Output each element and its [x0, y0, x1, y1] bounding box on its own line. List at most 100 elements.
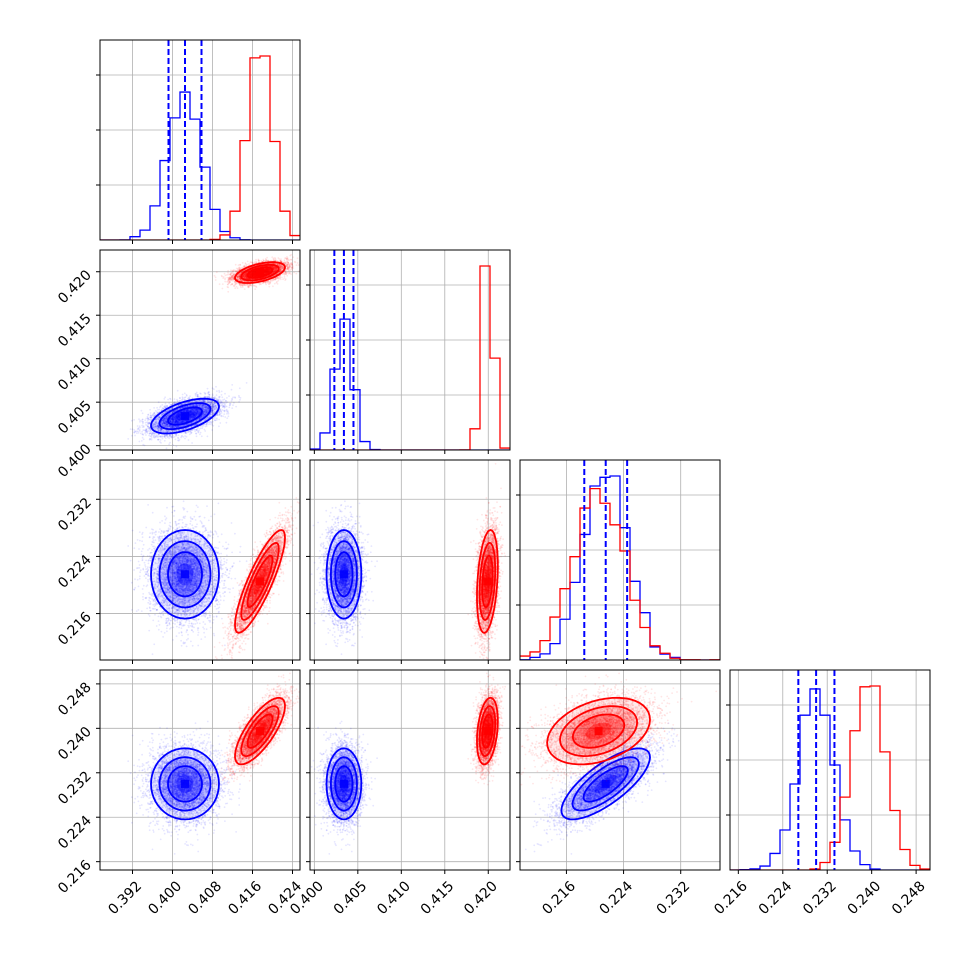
scatter-point	[176, 446, 178, 448]
scatter-point	[153, 407, 155, 409]
scatter-point	[181, 399, 183, 401]
scatter-point	[224, 393, 226, 395]
scatter-point	[221, 391, 223, 393]
scatter-point	[218, 425, 220, 427]
scatter-point	[149, 409, 151, 411]
scatter-point	[204, 393, 206, 395]
scatter-point	[166, 405, 168, 407]
scatter-point	[149, 428, 151, 430]
scatter-point	[165, 403, 167, 405]
scatter-point	[141, 440, 143, 442]
scatter-point	[206, 425, 208, 427]
scatter-point	[155, 433, 157, 435]
scatter-point	[150, 412, 152, 414]
scatter-point	[214, 420, 216, 422]
scatter-point	[226, 422, 228, 424]
scatter-point	[178, 434, 180, 436]
scatter-point	[179, 400, 181, 402]
scatter-point	[229, 405, 231, 407]
scatter-point	[215, 386, 217, 388]
scatter-point	[238, 401, 240, 403]
scatter-point	[138, 432, 140, 434]
scatter-point	[172, 444, 174, 446]
scatter-point	[226, 411, 228, 413]
scatter-point	[169, 442, 171, 444]
scatter-point	[136, 432, 138, 434]
scatter-point	[207, 388, 209, 390]
scatter-point	[142, 412, 144, 414]
scatter-point	[156, 407, 158, 409]
scatter-point	[220, 410, 222, 412]
scatter-point	[138, 418, 140, 420]
scatter-point	[160, 405, 162, 407]
scatter-point	[214, 398, 216, 400]
scatter-point	[154, 413, 156, 415]
scatter-point	[231, 389, 233, 391]
scatter-point	[151, 439, 153, 441]
diag-panel-1	[96, 40, 300, 244]
scatter-point	[219, 413, 221, 415]
scatter-point	[171, 436, 173, 438]
scatter-point	[218, 390, 220, 392]
scatter-point	[170, 398, 172, 400]
scatter-layer	[127, 254, 313, 449]
scatter-point	[228, 407, 230, 409]
scatter-point	[127, 438, 129, 440]
scatter-point	[147, 416, 149, 418]
scatter-point	[182, 396, 184, 398]
scatter-point	[231, 399, 233, 401]
scatter-point	[150, 435, 152, 437]
scatter-point	[142, 434, 144, 436]
scatter-point	[231, 407, 233, 409]
scatter-point	[158, 401, 160, 403]
scatter-point	[177, 440, 179, 442]
scatter-point	[144, 419, 146, 421]
scatter-point	[212, 421, 214, 423]
scatter-point	[153, 436, 155, 438]
scatter-point	[239, 399, 241, 401]
scatter-point	[218, 419, 220, 421]
scatter-point	[222, 409, 224, 411]
scatter-point	[186, 436, 188, 438]
scatter-point	[142, 419, 144, 421]
scatter-point	[139, 430, 141, 432]
scatter-point	[133, 419, 135, 421]
scatter-point	[143, 438, 145, 440]
scatter-point	[219, 391, 221, 393]
scatter-point	[182, 394, 184, 396]
diag-panel-2	[306, 250, 510, 454]
scatter-point	[208, 396, 210, 398]
scatter-point	[219, 422, 221, 424]
histograms	[100, 40, 300, 240]
scatter-point	[162, 438, 164, 440]
scatter-point	[184, 393, 186, 395]
scatter-point	[163, 398, 165, 400]
scatter-point	[211, 396, 213, 398]
scatter-point	[146, 425, 148, 427]
scatter-point	[158, 439, 160, 441]
scatter-point	[144, 429, 146, 431]
scatter-point	[199, 428, 201, 430]
scatter-point	[156, 411, 158, 413]
scatter-point	[131, 435, 133, 437]
scatter-point	[134, 435, 136, 437]
scatter-point	[166, 447, 168, 449]
scatter-point	[225, 402, 227, 404]
scatter-point	[148, 414, 150, 416]
scatter-point	[235, 406, 237, 408]
scatter-point	[226, 397, 228, 399]
scatter-point	[204, 424, 206, 426]
scatter-point	[137, 425, 139, 427]
scatter-point	[223, 413, 225, 415]
scatter-point	[216, 394, 218, 396]
scatter-point	[220, 399, 222, 401]
scatter-point	[198, 396, 200, 398]
scatter-point	[206, 422, 208, 424]
scatter-point	[210, 421, 212, 423]
scatter-point	[145, 422, 147, 424]
scatter-point	[220, 415, 222, 417]
scatter-point	[158, 409, 160, 411]
scatter-point	[142, 437, 144, 439]
scatter-point	[219, 411, 221, 413]
